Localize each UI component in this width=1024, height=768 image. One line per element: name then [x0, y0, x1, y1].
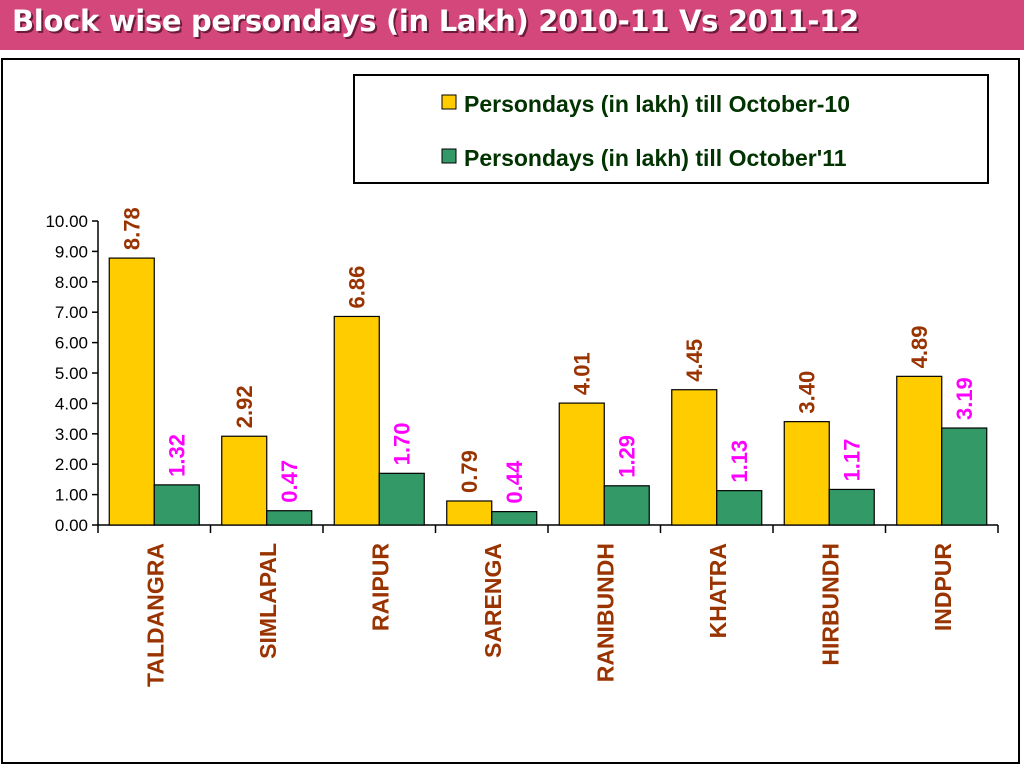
data-label-series-2: 3.19 [952, 377, 977, 420]
page-title: Block wise persondays (in Lakh) 2010-11 … [12, 4, 859, 38]
bar-series-1 [671, 389, 718, 526]
bar-series-2 [941, 427, 988, 526]
bar-series-2 [266, 510, 313, 526]
category-label: INDPUR [930, 543, 956, 632]
y-tick-label: 1.00 [55, 486, 88, 505]
category-label: TALDANGRA [142, 543, 168, 687]
bar-series-2 [378, 472, 425, 526]
data-label-series-1: 3.40 [795, 371, 820, 414]
bar-series-1 [558, 402, 605, 526]
chart-category-labels: TALDANGRA SIMLAPAL RAIPUR SARENGA RANIBUNDH K… [142, 543, 956, 687]
data-label-series-1: 4.01 [570, 352, 595, 395]
data-label-series-1: 8.78 [120, 207, 145, 250]
data-label-series-1: 0.79 [457, 450, 482, 493]
data-label-series-2: 1.29 [615, 435, 640, 478]
data-label-series-2: 1.32 [165, 434, 190, 477]
bar-series-2 [603, 485, 650, 526]
data-label-series-2: 0.44 [502, 460, 527, 504]
y-tick-label: 7.00 [55, 303, 88, 322]
y-tick-label: 0.00 [55, 516, 88, 535]
y-tick-label: 8.00 [55, 273, 88, 292]
chart-legend: Persondays (in lakh) till October-10 Per… [353, 74, 989, 184]
title-bar: Block wise persondays (in Lakh) 2010-11 … [0, 0, 1024, 50]
y-tick-label: 9.00 [55, 242, 88, 261]
category-label: SARENGA [480, 543, 506, 658]
category-label: RAIPUR [367, 543, 393, 632]
y-tick-label: 2.00 [55, 455, 88, 474]
data-label-series-1: 2.92 [232, 385, 257, 428]
chart-data-labels: 8.78 1.32 2.92 0.47 6.86 1.70 0.79 0.44 4.01 1.29… [120, 207, 978, 503]
bar-series-1 [783, 421, 830, 526]
bar-series-2 [153, 484, 200, 526]
data-label-series-1: 4.45 [682, 339, 707, 382]
data-label-series-2: 0.47 [277, 460, 302, 503]
bar-series-1 [446, 500, 493, 526]
category-label: RANIBUNDH [592, 543, 618, 682]
chart-bars [108, 257, 988, 526]
y-tick-label: 5.00 [55, 364, 88, 383]
bar-series-1 [896, 375, 943, 526]
category-label: KHATRA [705, 543, 731, 638]
bar-series-1 [108, 257, 155, 526]
data-label-series-1: 4.89 [907, 326, 932, 369]
category-label: HIRBUNDH [817, 543, 843, 666]
data-label-series-2: 1.70 [390, 422, 415, 465]
bar-series-1 [333, 315, 380, 526]
legend-box [353, 74, 989, 184]
y-tick-label: 10.00 [45, 212, 88, 231]
bar-series-2 [828, 488, 875, 526]
category-label: SIMLAPAL [255, 543, 281, 659]
bar-series-2 [716, 490, 763, 526]
legend-swatch-series-1 [441, 94, 457, 110]
legend-label-series-1: Persondays (in lakh) till October-10 [464, 91, 850, 117]
legend-swatch-series-2 [441, 148, 457, 164]
data-label-series-2: 1.17 [840, 439, 865, 482]
bar-series-2 [491, 511, 538, 526]
y-tick-label: 4.00 [55, 394, 88, 413]
data-label-series-2: 1.13 [727, 440, 752, 483]
y-tick-label: 3.00 [55, 425, 88, 444]
y-tick-label: 6.00 [55, 334, 88, 353]
legend-label-series-2: Persondays (in lakh) till October'11 [464, 145, 847, 171]
bar-series-1 [221, 435, 268, 526]
data-label-series-1: 6.86 [345, 266, 370, 309]
